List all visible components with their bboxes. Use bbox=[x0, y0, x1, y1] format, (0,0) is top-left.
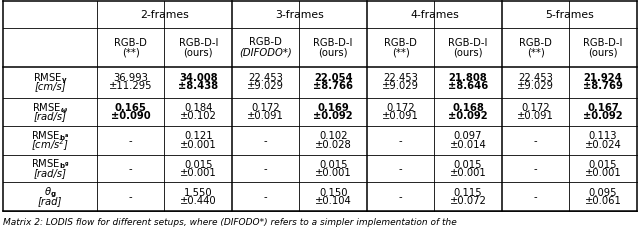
Text: 0.015: 0.015 bbox=[454, 160, 483, 170]
Text: -: - bbox=[264, 136, 268, 146]
Text: (**): (**) bbox=[392, 47, 410, 57]
Text: ±0.102: ±0.102 bbox=[180, 111, 216, 121]
Text: ±9.029: ±9.029 bbox=[382, 81, 419, 91]
Text: ±8.769: ±8.769 bbox=[583, 81, 623, 91]
Text: (ours): (ours) bbox=[318, 47, 348, 57]
Text: (ours): (ours) bbox=[453, 47, 483, 57]
Text: ±0.092: ±0.092 bbox=[448, 111, 488, 121]
Text: -: - bbox=[534, 192, 538, 202]
Text: -: - bbox=[129, 136, 132, 146]
Text: RGB-D: RGB-D bbox=[384, 38, 417, 48]
Text: 4-frames: 4-frames bbox=[410, 10, 459, 20]
Text: ±11.295: ±11.295 bbox=[109, 81, 152, 91]
Text: ±9.029: ±9.029 bbox=[247, 81, 284, 91]
Text: (**): (**) bbox=[122, 47, 140, 57]
Text: 0.168: 0.168 bbox=[452, 103, 484, 113]
Text: -: - bbox=[399, 164, 403, 174]
Text: -: - bbox=[534, 136, 538, 146]
Text: 0.169: 0.169 bbox=[317, 103, 349, 113]
Text: 0.121: 0.121 bbox=[184, 132, 212, 142]
Text: [rad/s]: [rad/s] bbox=[33, 111, 67, 121]
Text: ±0.024: ±0.024 bbox=[585, 140, 621, 150]
Text: $\theta_\mathbf{g}$: $\theta_\mathbf{g}$ bbox=[44, 185, 56, 200]
Text: ±0.092: ±0.092 bbox=[314, 111, 353, 121]
Text: (ours): (ours) bbox=[184, 47, 213, 57]
Text: 22.054: 22.054 bbox=[314, 73, 353, 83]
Text: RGB-D-I: RGB-D-I bbox=[179, 38, 218, 48]
Text: 0.097: 0.097 bbox=[454, 132, 483, 142]
Text: RGB-D-I: RGB-D-I bbox=[584, 38, 623, 48]
Text: ±0.092: ±0.092 bbox=[583, 111, 623, 121]
Text: ±0.001: ±0.001 bbox=[585, 168, 621, 178]
Text: 0.172: 0.172 bbox=[521, 103, 550, 113]
Text: ±8.646: ±8.646 bbox=[448, 81, 488, 91]
Text: ±0.001: ±0.001 bbox=[180, 168, 216, 178]
Text: ±0.001: ±0.001 bbox=[180, 140, 216, 150]
Text: 22.453: 22.453 bbox=[518, 73, 553, 83]
Text: -: - bbox=[399, 136, 403, 146]
Text: ±0.091: ±0.091 bbox=[382, 111, 419, 121]
Text: [rad/s]: [rad/s] bbox=[33, 168, 67, 178]
Text: 0.102: 0.102 bbox=[319, 132, 348, 142]
Text: 22.453: 22.453 bbox=[248, 73, 283, 83]
Text: 21.808: 21.808 bbox=[449, 73, 488, 83]
Text: RGB-D: RGB-D bbox=[519, 38, 552, 48]
Text: RGB-D: RGB-D bbox=[249, 37, 282, 47]
Text: ±0.061: ±0.061 bbox=[584, 196, 621, 206]
Text: ±0.072: ±0.072 bbox=[450, 196, 486, 206]
Text: 1.550: 1.550 bbox=[184, 188, 212, 197]
Text: RMSE$_\mathbf{v}$: RMSE$_\mathbf{v}$ bbox=[33, 71, 67, 85]
Text: ±0.001: ±0.001 bbox=[450, 168, 486, 178]
Text: ±0.440: ±0.440 bbox=[180, 196, 216, 206]
Text: 0.165: 0.165 bbox=[115, 103, 147, 113]
Text: ±0.091: ±0.091 bbox=[247, 111, 284, 121]
Text: [cm/s$^2$]: [cm/s$^2$] bbox=[31, 137, 69, 153]
Text: RMSE$_\boldsymbol{\omega}$: RMSE$_\boldsymbol{\omega}$ bbox=[32, 101, 68, 115]
Text: ±0.014: ±0.014 bbox=[450, 140, 486, 150]
Text: -: - bbox=[534, 164, 538, 174]
Text: 0.015: 0.015 bbox=[184, 160, 212, 170]
Text: ±0.090: ±0.090 bbox=[111, 111, 150, 121]
Text: 34.008: 34.008 bbox=[179, 73, 218, 83]
Text: ±0.104: ±0.104 bbox=[315, 196, 351, 206]
Text: 36.993: 36.993 bbox=[113, 73, 148, 83]
Text: 0.172: 0.172 bbox=[252, 103, 280, 113]
Text: [rad]: [rad] bbox=[38, 196, 62, 206]
Text: RGB-D-I: RGB-D-I bbox=[314, 38, 353, 48]
Text: 22.453: 22.453 bbox=[383, 73, 418, 83]
Text: -: - bbox=[129, 164, 132, 174]
Text: 0.113: 0.113 bbox=[589, 132, 618, 142]
Text: ±8.438: ±8.438 bbox=[178, 81, 218, 91]
Text: -: - bbox=[264, 164, 268, 174]
Text: (ours): (ours) bbox=[588, 47, 618, 57]
Text: RMSE$_{\mathbf{b}^\mathbf{a}}$: RMSE$_{\mathbf{b}^\mathbf{a}}$ bbox=[31, 130, 69, 143]
Text: 0.095: 0.095 bbox=[589, 188, 618, 197]
Text: RGB-D: RGB-D bbox=[115, 38, 147, 48]
Text: 3-frames: 3-frames bbox=[275, 10, 324, 20]
Text: 0.184: 0.184 bbox=[184, 103, 212, 113]
Text: 0.015: 0.015 bbox=[589, 160, 618, 170]
Text: -: - bbox=[399, 192, 403, 202]
Text: 0.167: 0.167 bbox=[587, 103, 619, 113]
Text: 21.924: 21.924 bbox=[584, 73, 623, 83]
Text: ±0.001: ±0.001 bbox=[315, 168, 351, 178]
Text: -: - bbox=[264, 192, 268, 202]
Text: ±0.091: ±0.091 bbox=[517, 111, 554, 121]
Text: 0.115: 0.115 bbox=[454, 188, 483, 197]
Text: ±9.029: ±9.029 bbox=[517, 81, 554, 91]
Text: 2-frames: 2-frames bbox=[140, 10, 189, 20]
Text: 0.150: 0.150 bbox=[319, 188, 348, 197]
Text: RGB-D-I: RGB-D-I bbox=[449, 38, 488, 48]
Text: [cm/s]: [cm/s] bbox=[35, 81, 66, 91]
Text: ±8.766: ±8.766 bbox=[313, 81, 353, 91]
Text: -: - bbox=[129, 192, 132, 202]
Text: 5-frames: 5-frames bbox=[545, 10, 594, 20]
Text: RMSE$_{\mathbf{b}^\mathbf{g}}$: RMSE$_{\mathbf{b}^\mathbf{g}}$ bbox=[31, 158, 69, 172]
Text: (DIFODO*): (DIFODO*) bbox=[239, 48, 292, 58]
Text: (**): (**) bbox=[527, 47, 545, 57]
Text: 0.172: 0.172 bbox=[387, 103, 415, 113]
Text: 0.015: 0.015 bbox=[319, 160, 348, 170]
Text: Matrix 2: LODIS flow for different setups, where (DIFODO*) refers to a simpler i: Matrix 2: LODIS flow for different setup… bbox=[3, 218, 457, 227]
Text: ±0.028: ±0.028 bbox=[315, 140, 351, 150]
